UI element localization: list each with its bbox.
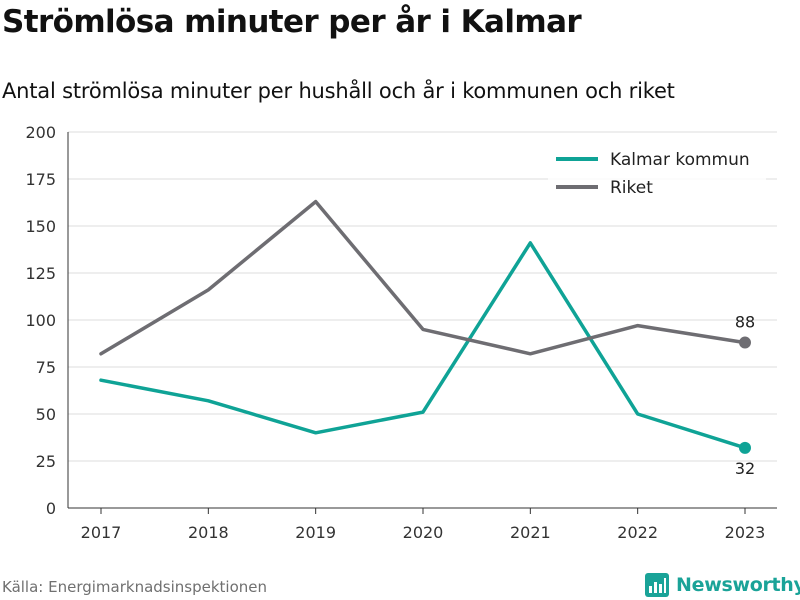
legend-label: Riket	[610, 178, 653, 198]
source-note: Källa: Energimarknadsinspektionen	[2, 578, 268, 596]
y-tick-label: 25	[36, 452, 56, 471]
series-line-1	[99, 241, 747, 450]
y-tick-label: 175	[25, 170, 56, 189]
x-tick-label: 2018	[188, 523, 229, 542]
brand-logo[interactable]: Newsworthy	[645, 570, 800, 600]
x-tick-label: 2023	[725, 523, 766, 542]
end-value-label: 32	[735, 459, 755, 478]
y-tick-label: 75	[36, 358, 56, 377]
y-tick-label: 50	[36, 405, 56, 424]
legend-label: Kalmar kommun	[610, 150, 750, 170]
end-point-1	[739, 441, 751, 454]
x-tick-label: 2017	[81, 523, 122, 542]
legend-background	[548, 145, 766, 203]
y-tick-label: 0	[46, 499, 56, 518]
y-tick-label: 125	[25, 264, 56, 283]
end-point-2	[739, 336, 751, 349]
y-tick-label: 200	[25, 123, 56, 142]
series-line-2	[99, 199, 747, 356]
x-tick-label: 2021	[510, 523, 551, 542]
end-value-label: 88	[735, 313, 755, 332]
brand-name: Newsworthy	[676, 574, 800, 596]
y-tick-label: 150	[25, 217, 56, 236]
chart-subtitle: Antal strömlösa minuter per hushåll och …	[2, 79, 675, 103]
y-tick-label: 100	[25, 311, 56, 330]
x-tick-label: 2022	[617, 523, 658, 542]
chart-title: Strömlösa minuter per år i Kalmar	[2, 4, 582, 40]
x-tick-label: 2019	[295, 523, 336, 542]
newsworthy-logo-icon	[645, 573, 669, 597]
x-tick-label: 2020	[403, 523, 444, 542]
